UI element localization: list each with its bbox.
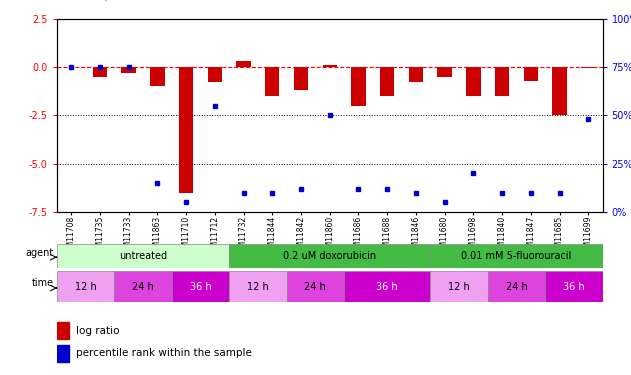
Bar — [121, 67, 136, 73]
Text: 12 h: 12 h — [247, 282, 269, 291]
Text: log ratio: log ratio — [76, 326, 119, 336]
Bar — [229, 244, 430, 268]
Bar — [237, 61, 251, 67]
Bar — [57, 271, 114, 302]
Text: 24 h: 24 h — [505, 282, 528, 291]
Bar — [437, 67, 452, 77]
Bar — [322, 65, 337, 67]
Text: 36 h: 36 h — [376, 282, 398, 291]
Bar — [57, 345, 69, 362]
Text: 0.01 mM 5-fluorouracil: 0.01 mM 5-fluorouracil — [461, 251, 572, 261]
Text: 12 h: 12 h — [448, 282, 470, 291]
Bar — [466, 67, 481, 96]
Text: agent: agent — [25, 249, 54, 258]
Bar — [552, 67, 567, 116]
Bar — [430, 271, 488, 302]
Bar — [114, 271, 172, 302]
Bar — [294, 67, 308, 90]
Bar — [495, 67, 509, 96]
Text: untreated: untreated — [119, 251, 167, 261]
Bar — [351, 67, 365, 106]
Bar — [344, 271, 430, 302]
Bar — [265, 67, 280, 96]
Bar — [380, 67, 394, 96]
Text: 36 h: 36 h — [563, 282, 585, 291]
Text: 0.2 uM doxorubicin: 0.2 uM doxorubicin — [283, 251, 376, 261]
Bar — [179, 67, 193, 193]
Text: GDS846 / 4403: GDS846 / 4403 — [50, 0, 146, 2]
Bar — [488, 271, 545, 302]
Bar — [409, 67, 423, 82]
Text: percentile rank within the sample: percentile rank within the sample — [76, 348, 252, 358]
Bar — [524, 67, 538, 81]
Bar — [150, 67, 165, 86]
Text: 12 h: 12 h — [74, 282, 97, 291]
Text: time: time — [32, 278, 54, 288]
Bar — [57, 244, 229, 268]
Bar — [172, 271, 229, 302]
Bar — [430, 244, 603, 268]
Bar — [229, 271, 286, 302]
Bar — [57, 322, 69, 339]
Bar — [208, 67, 222, 82]
Text: 24 h: 24 h — [305, 282, 326, 291]
Bar — [286, 271, 344, 302]
Bar — [581, 67, 596, 68]
Text: 36 h: 36 h — [189, 282, 211, 291]
Bar — [545, 271, 603, 302]
Text: 24 h: 24 h — [132, 282, 154, 291]
Bar — [93, 67, 107, 77]
